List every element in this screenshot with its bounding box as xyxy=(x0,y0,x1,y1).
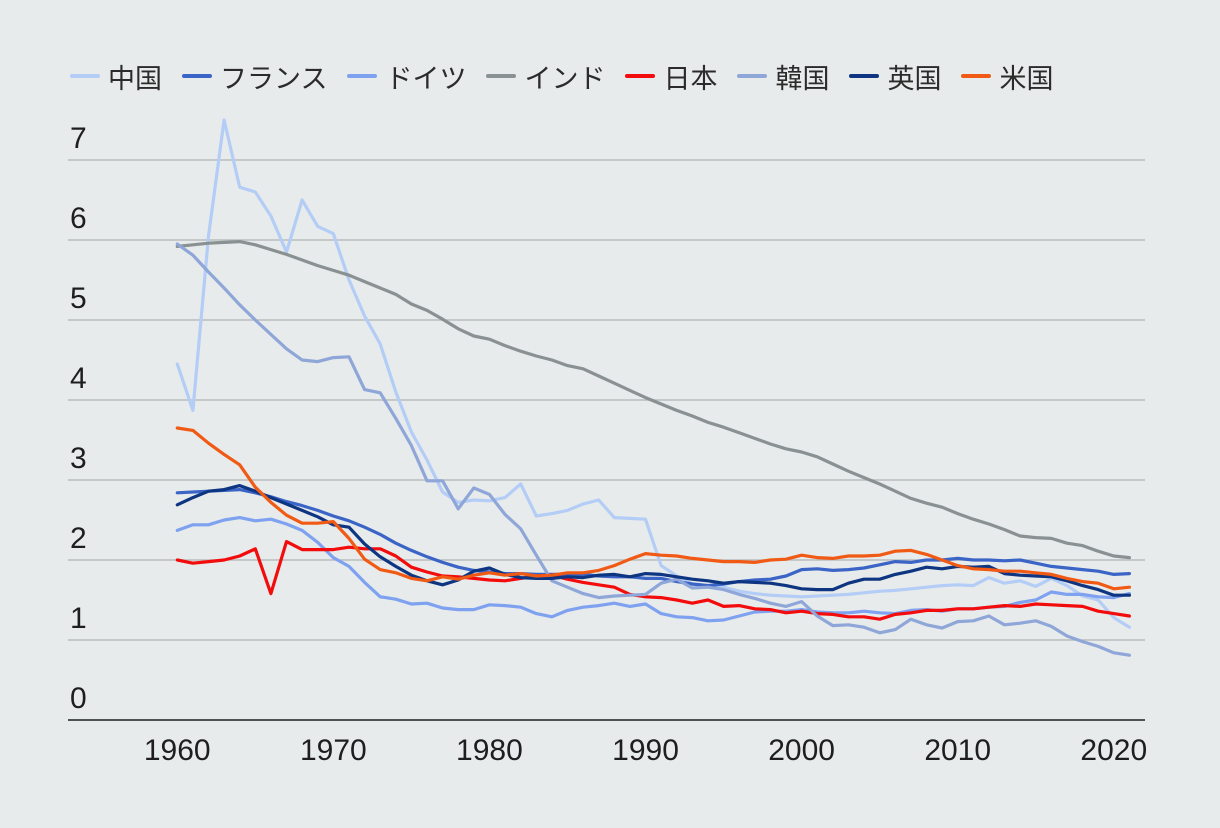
x-tick-label-1970: 1970 xyxy=(300,734,367,767)
legend-item-0: 中国 xyxy=(70,57,162,96)
legend-label-2: ドイツ xyxy=(385,63,467,95)
legend-label-7: 米国 xyxy=(999,63,1054,95)
legend-item-2: ドイツ xyxy=(347,57,466,96)
legend-swatch-5 xyxy=(737,74,768,78)
legend-label-3: インド xyxy=(524,63,606,95)
x-tick-label-2000: 2000 xyxy=(768,734,835,767)
y-tick-label-6: 6 xyxy=(70,202,87,235)
y-tick-label-7: 7 xyxy=(70,122,87,155)
legend-item-3: インド xyxy=(486,57,605,96)
legend-swatch-6 xyxy=(849,74,880,78)
legend-swatch-7 xyxy=(961,74,992,78)
series-line-1 xyxy=(175,488,1132,588)
x-tick-label-2010: 2010 xyxy=(924,734,991,767)
legend: 中国 フランス ドイツ インド 日本 韓国 英国 米国 xyxy=(70,57,1073,96)
legend-item-1: フランス xyxy=(182,57,327,96)
series-line-5 xyxy=(175,242,1132,657)
legend-swatch-1 xyxy=(182,74,212,78)
legend-label-5: 韓国 xyxy=(775,63,830,95)
series-line-0 xyxy=(175,118,1132,629)
legend-label-1: フランス xyxy=(220,63,328,95)
legend-label-4: 日本 xyxy=(663,63,718,95)
y-tick-label-4: 4 xyxy=(70,362,87,395)
series-line-7 xyxy=(175,426,1132,591)
x-tick-label-1990: 1990 xyxy=(612,734,679,767)
series-line-4 xyxy=(175,539,1132,621)
y-tick-label-2: 2 xyxy=(70,522,87,555)
legend-swatch-2 xyxy=(347,74,378,78)
legend-label-6: 英国 xyxy=(887,63,942,95)
y-tick-label-3: 3 xyxy=(70,442,87,475)
y-tick-label-1: 1 xyxy=(70,602,87,635)
legend-swatch-3 xyxy=(486,74,517,78)
legend-item-5: 韓国 xyxy=(737,57,829,96)
legend-swatch-0 xyxy=(70,74,100,78)
legend-swatch-4 xyxy=(625,74,656,78)
x-tick-label-2020: 2020 xyxy=(1080,734,1147,767)
legend-item-6: 英国 xyxy=(849,57,941,96)
legend-item-7: 米国 xyxy=(961,57,1053,96)
y-tick-label-5: 5 xyxy=(70,282,87,315)
x-tick-label-1980: 1980 xyxy=(456,734,523,767)
y-tick-label-0: 0 xyxy=(70,682,87,715)
x-tick-label-1960: 1960 xyxy=(144,734,211,767)
series-line-3 xyxy=(175,240,1132,560)
legend-label-0: 中国 xyxy=(108,63,162,95)
legend-item-4: 日本 xyxy=(625,57,717,96)
